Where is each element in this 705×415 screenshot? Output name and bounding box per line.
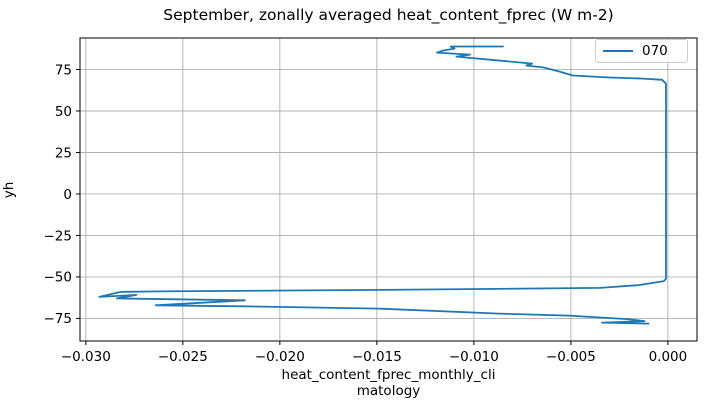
y-tick-label: 75	[55, 62, 72, 78]
x-tick-label: −0.020	[255, 349, 305, 365]
legend-line-sample	[603, 50, 633, 52]
x-tick-label: 0.000	[649, 349, 688, 365]
y-axis-label: yh	[1, 181, 17, 199]
y-tick-label: −50	[44, 270, 73, 286]
chart-title: September, zonally averaged heat_content…	[163, 6, 614, 24]
x-tick-label: −0.015	[352, 349, 402, 365]
axes-spines	[79, 37, 698, 342]
y-tick-label: −75	[44, 311, 73, 327]
legend: 070	[595, 39, 688, 63]
legend-label: 070	[642, 43, 668, 59]
y-tick-label: 50	[55, 104, 72, 120]
x-tick-label: −0.010	[449, 349, 499, 365]
x-tick-label: −0.005	[546, 349, 596, 365]
data-line-070	[98, 45, 667, 325]
y-tick-label: 25	[55, 145, 72, 161]
x-tick-label: −0.025	[158, 349, 208, 365]
x-tick-label: −0.030	[61, 349, 111, 365]
y-tick-label: −25	[44, 228, 73, 244]
x-axis-label: heat_content_fprec_monthly_cli matology	[281, 367, 496, 399]
y-tick-label: 0	[63, 187, 72, 203]
